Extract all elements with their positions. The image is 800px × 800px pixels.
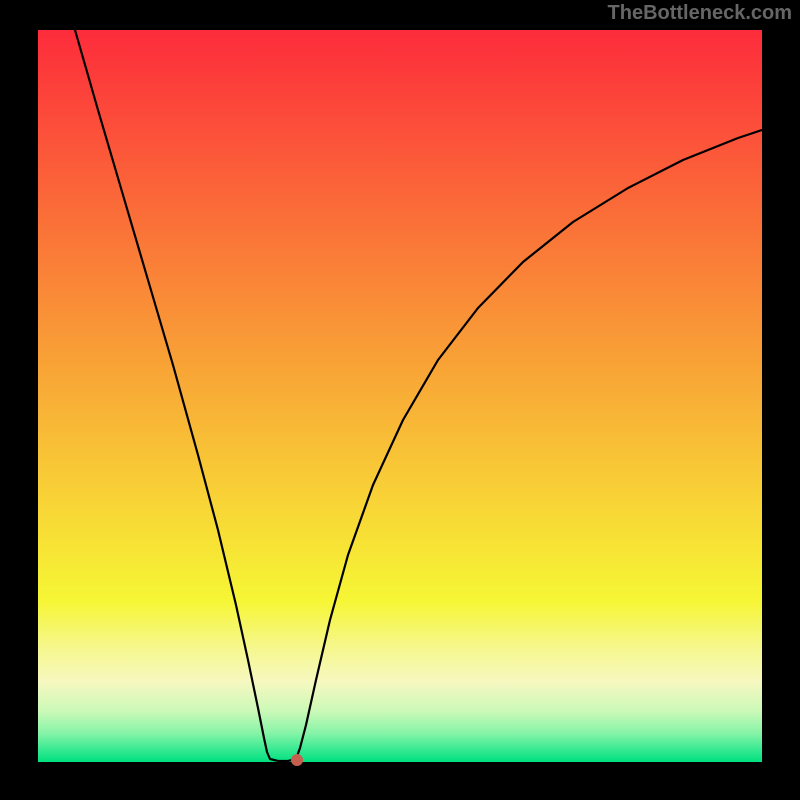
- bottleneck-curve: [75, 30, 762, 761]
- optimal-point-marker: [291, 754, 303, 766]
- plot-area: [38, 30, 762, 762]
- curve-layer: [38, 30, 762, 762]
- chart-container: TheBottleneck.com: [0, 0, 800, 800]
- watermark-text: TheBottleneck.com: [608, 2, 792, 25]
